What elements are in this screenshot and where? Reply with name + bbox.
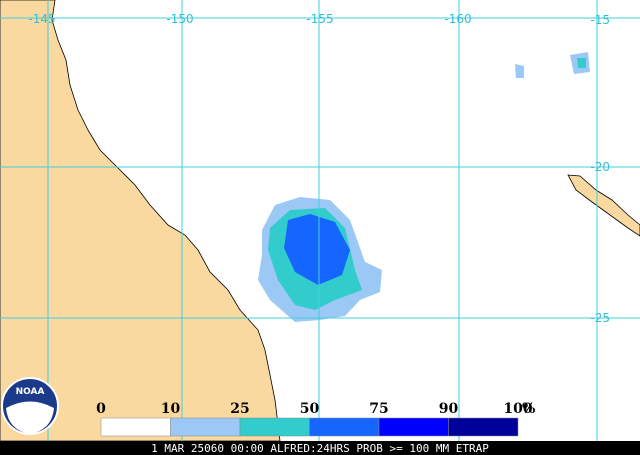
legend-label: 50 <box>300 401 320 417</box>
australia-land <box>0 0 281 442</box>
latitude-label: -15 <box>590 13 610 27</box>
legend-label: 10 <box>161 401 181 417</box>
prob-50 <box>284 214 350 285</box>
legend-swatch <box>378 417 449 437</box>
new-caledonia-land <box>567 174 640 237</box>
legend-label: 75 <box>369 401 388 417</box>
caption: 1 MAR 25060 00:00 ALFRED:24HRS PROB >= 1… <box>151 442 489 455</box>
latitude-label: -25 <box>590 311 610 325</box>
legend-label: 0 <box>96 401 106 417</box>
logo-text: NOAA <box>16 387 45 397</box>
legend-label: 100 <box>503 401 532 417</box>
legend-unit: % <box>522 401 535 417</box>
latitude-label: -20 <box>590 160 610 174</box>
longitude-label: -145 <box>28 12 55 26</box>
graticule <box>0 0 640 441</box>
probability-area <box>258 52 590 322</box>
legend-swatch <box>239 417 310 437</box>
legend-swatch <box>100 417 171 437</box>
legend-swatch <box>170 417 241 437</box>
legend-label: 90 <box>439 401 459 417</box>
noaa-logo: NOAA <box>1 377 59 435</box>
longitude-label: -160 <box>444 12 471 26</box>
longitude-label: -155 <box>306 12 333 26</box>
legend-swatch <box>309 417 380 437</box>
legend-label: 25 <box>230 401 249 417</box>
longitude-label: -150 <box>166 12 193 26</box>
prob-25 <box>577 58 586 68</box>
caption-bar <box>0 441 640 455</box>
logo-wave <box>6 401 54 434</box>
prob-10 <box>515 64 524 78</box>
legend-swatch <box>448 417 519 437</box>
